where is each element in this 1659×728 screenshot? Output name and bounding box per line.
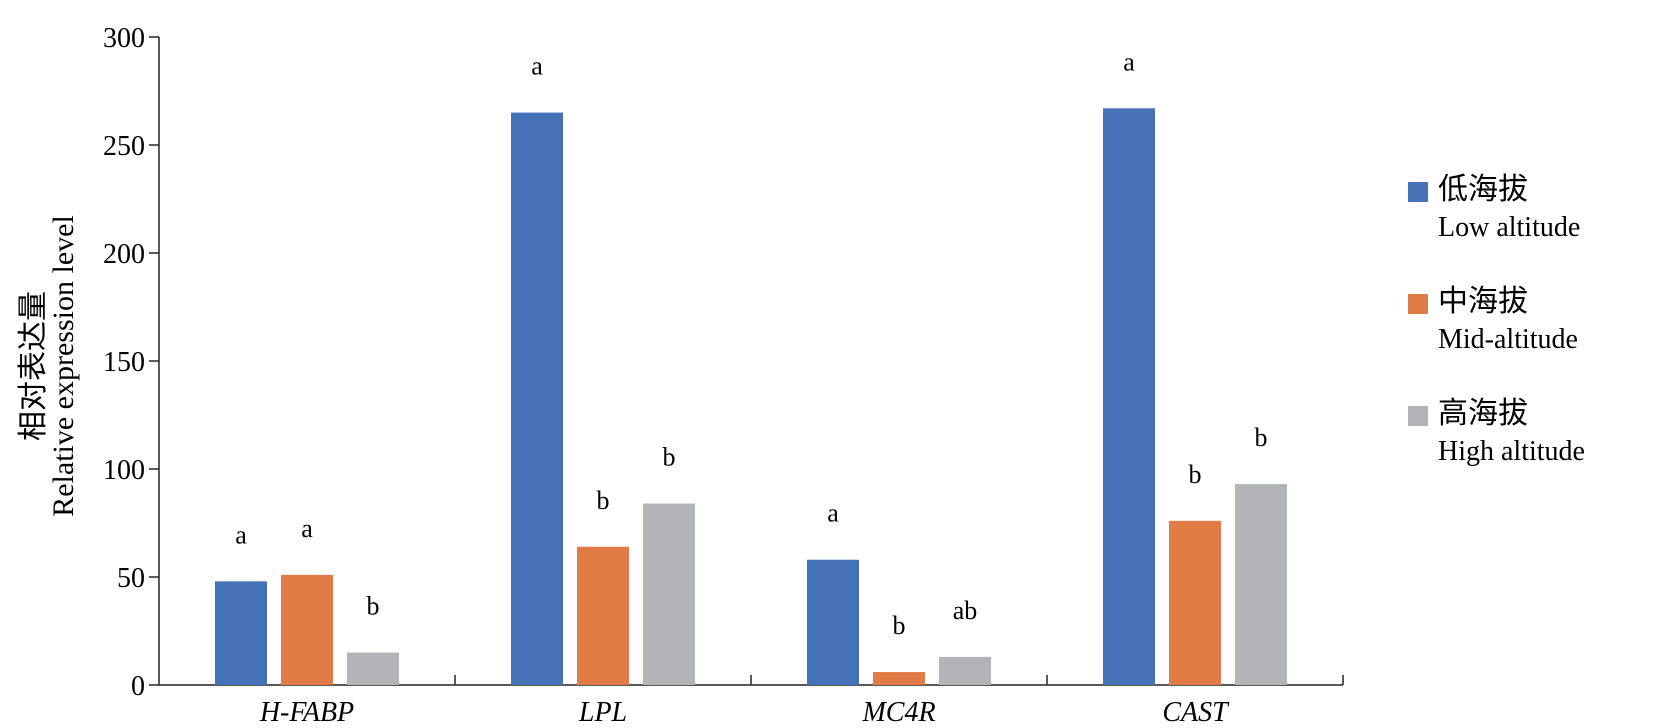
y-tick-label: 100: [103, 455, 145, 486]
legend-label-en: Mid-altitude: [1438, 324, 1578, 355]
x-tick-label: CAST: [1162, 697, 1230, 728]
bar: [281, 574, 333, 685]
bar: [643, 503, 695, 685]
y-tick-label: 50: [117, 563, 145, 594]
legend-label-cn: 高海拔: [1438, 396, 1528, 431]
y-tick-label: 0: [131, 671, 145, 702]
significance-label: b: [893, 611, 906, 640]
bar: [1103, 108, 1155, 685]
bar: [807, 559, 859, 685]
y-axis-title-en: Relative expression level: [47, 215, 80, 517]
legend-swatch: [1408, 406, 1428, 426]
bar: [873, 672, 925, 685]
bar: [577, 546, 629, 685]
significance-label: b: [367, 592, 380, 621]
legend-label-cn: 低海拔: [1438, 172, 1528, 207]
significance-label: ab: [953, 596, 978, 625]
y-tick-label: 200: [103, 239, 145, 270]
legend-label-en: Low altitude: [1438, 212, 1581, 243]
y-axis: 0 50 100 150 200 250 300: [103, 23, 160, 702]
significance-label: a: [235, 520, 247, 549]
bar: [1169, 520, 1221, 685]
y-tick-label: 250: [103, 131, 145, 162]
y-tick-label: 150: [103, 347, 145, 378]
bar: [347, 652, 399, 685]
significance-label: b: [1255, 423, 1268, 452]
bar: [215, 581, 267, 685]
x-tick-label: H-FABP: [259, 697, 354, 728]
legend-label-en: High altitude: [1438, 436, 1585, 467]
x-tick-label: LPL: [578, 697, 627, 728]
bar: [939, 656, 991, 685]
legend-item: 中海拔 Mid-altitude: [1408, 282, 1648, 394]
x-axis: H-FABP LPL MC4R CAST: [159, 675, 1344, 728]
y-axis-title: 相对表达量 Relative expression level: [17, 215, 80, 517]
y-tick-label: 300: [103, 23, 145, 54]
significance-label: a: [1123, 47, 1135, 76]
legend-swatch: [1408, 294, 1428, 314]
significance-label: a: [301, 514, 313, 543]
significance-label: a: [531, 52, 543, 81]
significance-label: b: [597, 486, 610, 515]
bar: [1235, 484, 1287, 685]
legend-swatch: [1408, 182, 1428, 202]
legend-label-cn: 中海拔: [1438, 284, 1528, 319]
legend-item: 低海拔 Low altitude: [1408, 170, 1648, 282]
bar: [511, 112, 563, 686]
y-axis-title-cn: 相对表达量: [17, 291, 50, 441]
significance-label: b: [1189, 460, 1202, 489]
significance-label: a: [827, 499, 839, 528]
legend: 低海拔 Low altitude 中海拔 Mid-altitude 高海拔 High al…: [1408, 170, 1648, 506]
significance-label: b: [663, 443, 676, 472]
legend-item: 高海拔 High altitude: [1408, 394, 1648, 506]
x-tick-label: MC4R: [861, 697, 935, 728]
bars: [215, 108, 1287, 686]
